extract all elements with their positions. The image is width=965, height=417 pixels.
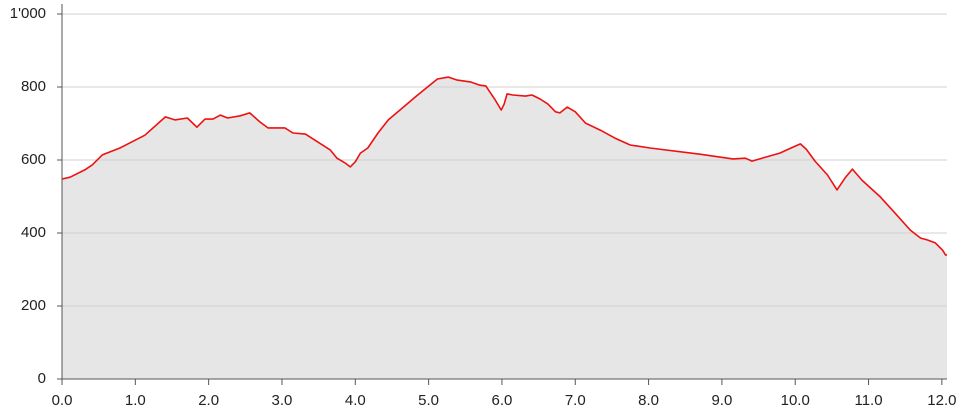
y-tick-label: 200: [21, 297, 46, 314]
x-tick-label: 12.0: [927, 392, 956, 409]
x-tick-label: 3.0: [272, 392, 293, 409]
x-tick-label: 4.0: [345, 392, 366, 409]
y-tick-label: 0: [38, 370, 46, 387]
x-tick-label: 7.0: [565, 392, 586, 409]
x-tick-label: 10.0: [781, 392, 810, 409]
x-tick-label: 9.0: [711, 392, 732, 409]
y-tick-label: 800: [21, 78, 46, 95]
area-fill: [62, 77, 947, 379]
elevation-line: [61, 76, 947, 256]
x-tick-label: 1.0: [125, 392, 146, 409]
x-tick-label: 6.0: [492, 392, 513, 409]
x-tick-label: 2.0: [198, 392, 219, 409]
y-tick-label: 400: [21, 224, 46, 241]
x-tick-label: 5.0: [418, 392, 439, 409]
y-tick-label: 1'000: [10, 5, 46, 22]
x-tick-label: 0.0: [52, 392, 73, 409]
y-tick-label: 600: [21, 151, 46, 168]
x-tick-label: 8.0: [638, 392, 659, 409]
x-tick-label: 11.0: [854, 392, 882, 409]
